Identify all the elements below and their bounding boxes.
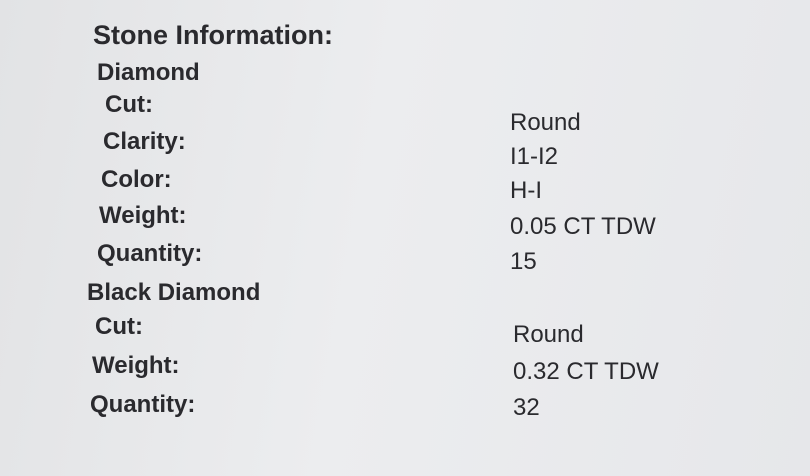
label-quantity: Quantity:: [97, 240, 203, 267]
label-weight: Weight:: [92, 352, 180, 379]
section-heading-diamond: Diamond: [97, 59, 200, 86]
value-cut: Round: [510, 109, 581, 136]
label-weight: Weight:: [99, 202, 187, 229]
value-weight: 0.32 CT TDW: [513, 358, 659, 385]
value-color: H-I: [510, 177, 542, 204]
value-quantity: 15: [510, 248, 537, 275]
label-cut: Cut:: [105, 91, 153, 118]
value-cut: Round: [513, 321, 584, 348]
value-quantity: 32: [513, 394, 540, 421]
section-heading-black-diamond: Black Diamond: [87, 279, 261, 306]
page-title: Stone Information:: [93, 20, 333, 50]
label-quantity: Quantity:: [90, 391, 196, 418]
value-weight: 0.05 CT TDW: [510, 213, 656, 240]
label-color: Color:: [101, 166, 172, 193]
label-clarity: Clarity:: [103, 128, 186, 155]
value-clarity: I1-I2: [510, 143, 559, 170]
label-cut: Cut:: [95, 313, 143, 340]
